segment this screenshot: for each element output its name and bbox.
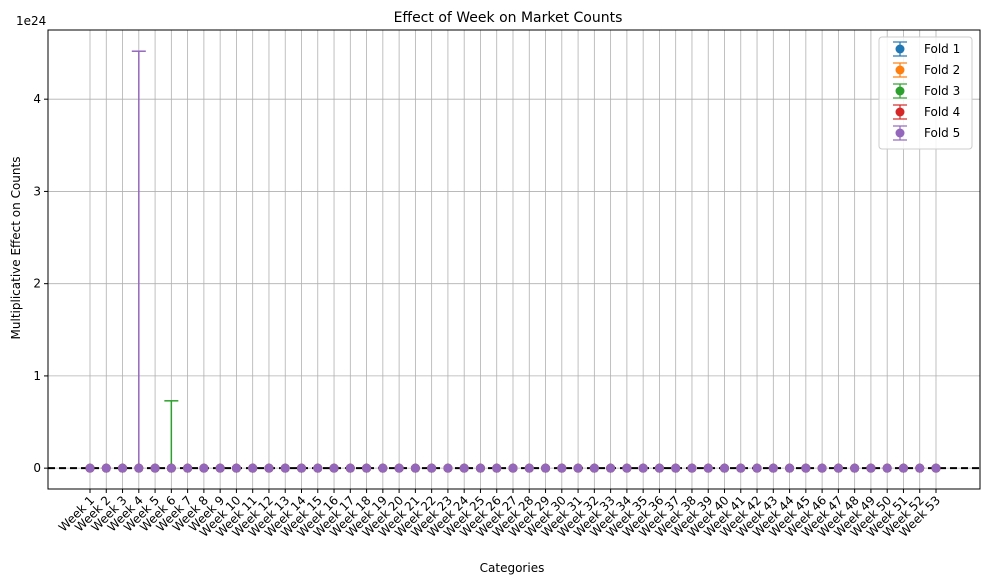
data-point (866, 463, 876, 473)
data-point (638, 463, 648, 473)
data-point (850, 463, 860, 473)
data-point (492, 463, 502, 473)
data-point (280, 463, 290, 473)
data-point (427, 463, 437, 473)
y-tick-label: 2 (33, 277, 41, 291)
data-point (313, 463, 323, 473)
legend: Fold 1 Fold 2 Fold 3 Fold 4 Fold 5 (878, 36, 973, 150)
data-point (654, 463, 664, 473)
y-axis-label: Multiplicative Effect on Counts (9, 157, 23, 340)
data-point (915, 463, 925, 473)
data-point (459, 463, 469, 473)
legend-label: Fold 5 (924, 126, 960, 140)
legend-marker (895, 65, 905, 75)
data-point (606, 463, 616, 473)
data-point (785, 463, 795, 473)
legend-label: Fold 1 (924, 42, 960, 56)
y-tick-label: 1 (33, 369, 41, 383)
data-point (589, 463, 599, 473)
data-point (768, 463, 778, 473)
data-point (215, 463, 225, 473)
data-point (541, 463, 551, 473)
data-point (573, 463, 583, 473)
data-point (687, 463, 697, 473)
data-point (882, 463, 892, 473)
data-point (297, 463, 306, 473)
grid-layer (48, 30, 980, 489)
legend-label: Fold 2 (924, 63, 960, 77)
data-point (118, 463, 128, 473)
data-point (85, 463, 95, 473)
data-point (345, 463, 355, 473)
plot-frame (47, 29, 981, 490)
legend-label: Fold 3 (924, 84, 960, 98)
y-tick-label: 4 (33, 92, 41, 106)
data-point (410, 463, 420, 473)
data-point (833, 463, 843, 473)
data-point (720, 463, 729, 473)
legend-label: Fold 4 (924, 105, 960, 119)
y-tick-label: 3 (33, 184, 41, 198)
data-point (801, 463, 811, 473)
data-layer (48, 50, 980, 473)
data-point (231, 463, 241, 473)
data-point (362, 463, 372, 473)
legend-box (878, 36, 973, 150)
chart-title: Effect of Week on Market Counts (394, 10, 623, 26)
y-tick-label: 0 (33, 461, 41, 475)
data-point (264, 463, 274, 473)
data-point (101, 463, 111, 473)
x-axis-label: Categories (480, 561, 545, 575)
data-point (248, 463, 258, 473)
legend-marker (895, 86, 905, 96)
data-point (199, 463, 209, 473)
data-point (736, 463, 746, 473)
data-point (443, 463, 453, 473)
data-point (134, 463, 144, 473)
data-point (557, 463, 567, 473)
data-point (671, 463, 681, 473)
data-point (475, 463, 485, 473)
legend-marker (895, 128, 905, 138)
data-point (898, 463, 908, 473)
data-point (394, 463, 404, 473)
data-point (378, 463, 388, 473)
data-point (150, 463, 160, 473)
legend-marker (895, 44, 905, 54)
data-point (703, 463, 713, 473)
data-point (183, 463, 193, 473)
data-point (166, 463, 176, 473)
data-point (329, 463, 339, 473)
y-offset-label: 1e24 (16, 14, 46, 28)
data-point (508, 463, 518, 473)
data-point (752, 463, 762, 473)
data-point (622, 463, 632, 473)
data-point (524, 463, 534, 473)
data-point (817, 463, 827, 473)
legend-marker (895, 107, 905, 117)
data-point (931, 463, 941, 473)
